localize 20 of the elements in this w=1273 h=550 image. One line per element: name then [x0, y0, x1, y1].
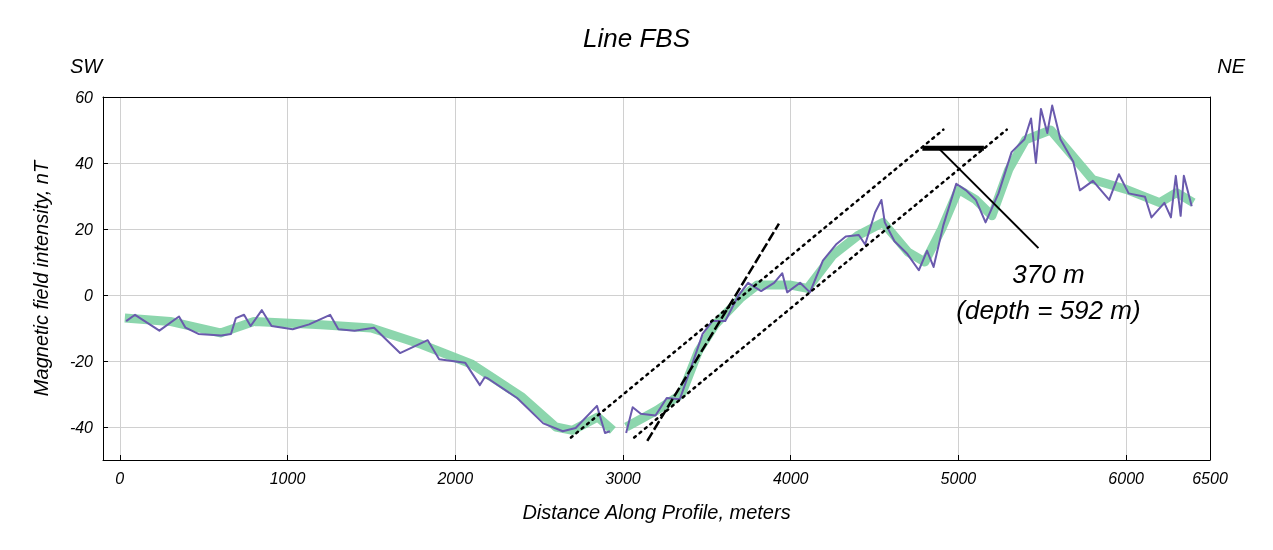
- x-tick-label: 0: [115, 469, 125, 487]
- y-tick-label: 0: [84, 286, 94, 304]
- y-tick-label: 40: [75, 154, 94, 172]
- y-tick-label: -40: [69, 418, 94, 436]
- x-tick-label: 1000: [269, 469, 306, 487]
- chart-title: Line FBS: [583, 23, 691, 53]
- x-tick-label: 3000: [605, 469, 641, 487]
- y-tick-label: -20: [69, 352, 94, 370]
- annotation: 370 m (depth = 592 m): [956, 259, 1141, 326]
- text: SW: [70, 55, 105, 77]
- y-tick-label: 20: [74, 220, 94, 238]
- x-axis-title: Distance Along Profile, meters: [522, 501, 791, 523]
- x-tick-label: 6500: [1192, 469, 1228, 487]
- y-tick-label: 60: [75, 88, 94, 106]
- x-tick-label: 4000: [772, 469, 809, 487]
- text: NE: [1217, 55, 1246, 77]
- y-axis-title: Magnetic field intensity, nT: [30, 159, 52, 397]
- x-tick-label: 6000: [1108, 469, 1145, 487]
- x-tick-label: 2000: [436, 469, 474, 487]
- x-tick-label: 5000: [940, 469, 977, 487]
